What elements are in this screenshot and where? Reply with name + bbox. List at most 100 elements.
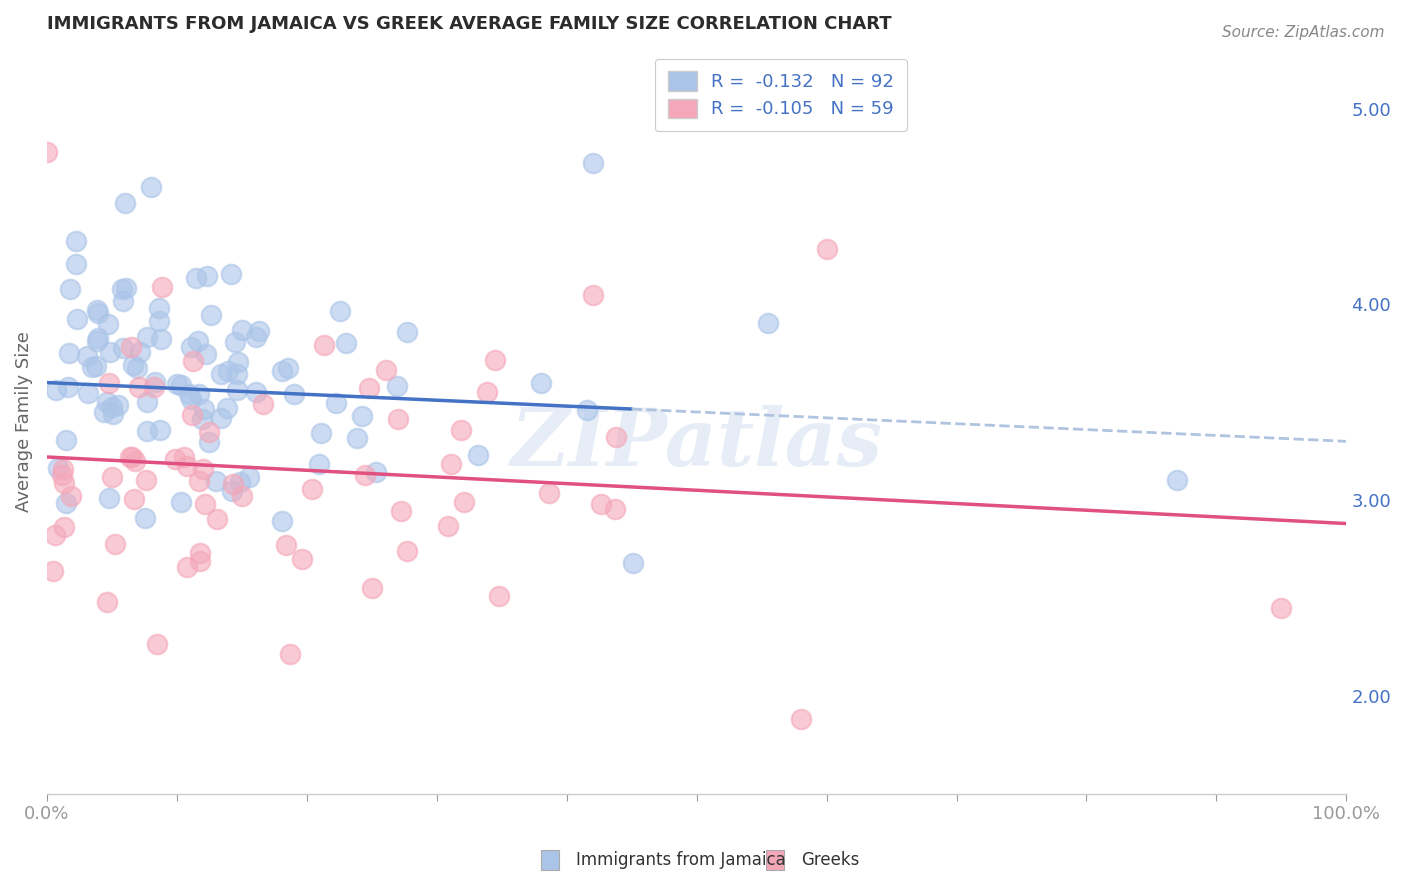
Point — [252, 397, 274, 411]
Point — [231, 489, 253, 503]
Point — [309, 426, 332, 441]
Text: IMMIGRANTS FROM JAMAICA VS GREEK AVERAGE FAMILY SIZE CORRELATION CHART: IMMIGRANTS FROM JAMAICA VS GREEK AVERAGE… — [46, 15, 891, 33]
Point — [148, 314, 170, 328]
Point — [65, 257, 87, 271]
Point — [530, 376, 553, 390]
Point — [283, 387, 305, 401]
Point — [205, 474, 228, 488]
Point — [387, 411, 409, 425]
Point — [176, 560, 198, 574]
Point — [312, 337, 335, 351]
Point — [467, 448, 489, 462]
Point — [357, 381, 380, 395]
Point — [224, 334, 246, 349]
Point — [222, 477, 245, 491]
Point — [170, 495, 193, 509]
Point — [98, 376, 121, 390]
Point — [219, 268, 242, 282]
Point — [194, 497, 217, 511]
Point — [59, 282, 82, 296]
Point — [1270, 600, 1292, 615]
Point — [135, 395, 157, 409]
Point — [104, 537, 127, 551]
Point — [621, 556, 644, 570]
Point — [150, 279, 173, 293]
Y-axis label: Average Family Size: Average Family Size — [15, 331, 32, 512]
Point — [65, 235, 87, 249]
Point — [121, 450, 143, 465]
Point — [200, 308, 222, 322]
Point — [198, 425, 221, 439]
Point — [134, 511, 156, 525]
Point — [325, 395, 347, 409]
Point — [190, 546, 212, 560]
Point — [385, 378, 408, 392]
Point — [170, 378, 193, 392]
Point — [186, 271, 208, 285]
Point — [395, 325, 418, 339]
Point — [112, 341, 135, 355]
Point — [245, 385, 267, 400]
Point — [101, 407, 124, 421]
Point — [450, 424, 472, 438]
Point — [360, 581, 382, 595]
Point — [308, 457, 330, 471]
Point — [815, 243, 838, 257]
Point — [146, 637, 169, 651]
Point — [122, 491, 145, 506]
Point — [354, 467, 377, 482]
Point — [180, 340, 202, 354]
Point — [51, 467, 73, 482]
Point — [484, 352, 506, 367]
Point — [238, 470, 260, 484]
Point — [52, 461, 75, 475]
Point — [350, 409, 373, 424]
Text: Greeks: Greeks — [801, 851, 860, 869]
Point — [195, 347, 218, 361]
Point — [135, 424, 157, 438]
Point — [44, 527, 66, 541]
Point — [77, 385, 100, 400]
Point — [453, 495, 475, 509]
Point — [440, 457, 463, 471]
Point — [1166, 474, 1188, 488]
Point — [277, 361, 299, 376]
Point — [139, 179, 162, 194]
Point — [115, 281, 138, 295]
Point — [191, 461, 214, 475]
Point — [114, 195, 136, 210]
Point — [215, 401, 238, 416]
Point — [80, 360, 103, 375]
Point — [193, 401, 215, 416]
Point — [96, 595, 118, 609]
Point — [591, 497, 613, 511]
Point — [100, 345, 122, 359]
Point — [180, 408, 202, 422]
Point — [605, 502, 627, 516]
Point — [150, 333, 173, 347]
Point — [329, 303, 352, 318]
Point — [605, 430, 627, 444]
Point — [301, 482, 323, 496]
Point — [112, 293, 135, 308]
Point — [538, 485, 561, 500]
Point — [789, 712, 811, 726]
Legend: R =  -0.132   N = 92, R =  -0.105   N = 59: R = -0.132 N = 92, R = -0.105 N = 59 — [655, 59, 907, 131]
Point — [97, 317, 120, 331]
Point — [101, 470, 124, 484]
Point — [42, 564, 65, 578]
Point — [166, 377, 188, 392]
Point — [124, 453, 146, 467]
Point — [488, 589, 510, 603]
Point — [226, 383, 249, 397]
Point — [188, 474, 211, 488]
Point — [335, 335, 357, 350]
Point — [84, 359, 107, 373]
Point — [120, 340, 142, 354]
Point — [56, 380, 79, 394]
Point — [86, 302, 108, 317]
Point — [187, 334, 209, 348]
Point — [142, 380, 165, 394]
Point — [148, 301, 170, 315]
Point — [55, 496, 77, 510]
